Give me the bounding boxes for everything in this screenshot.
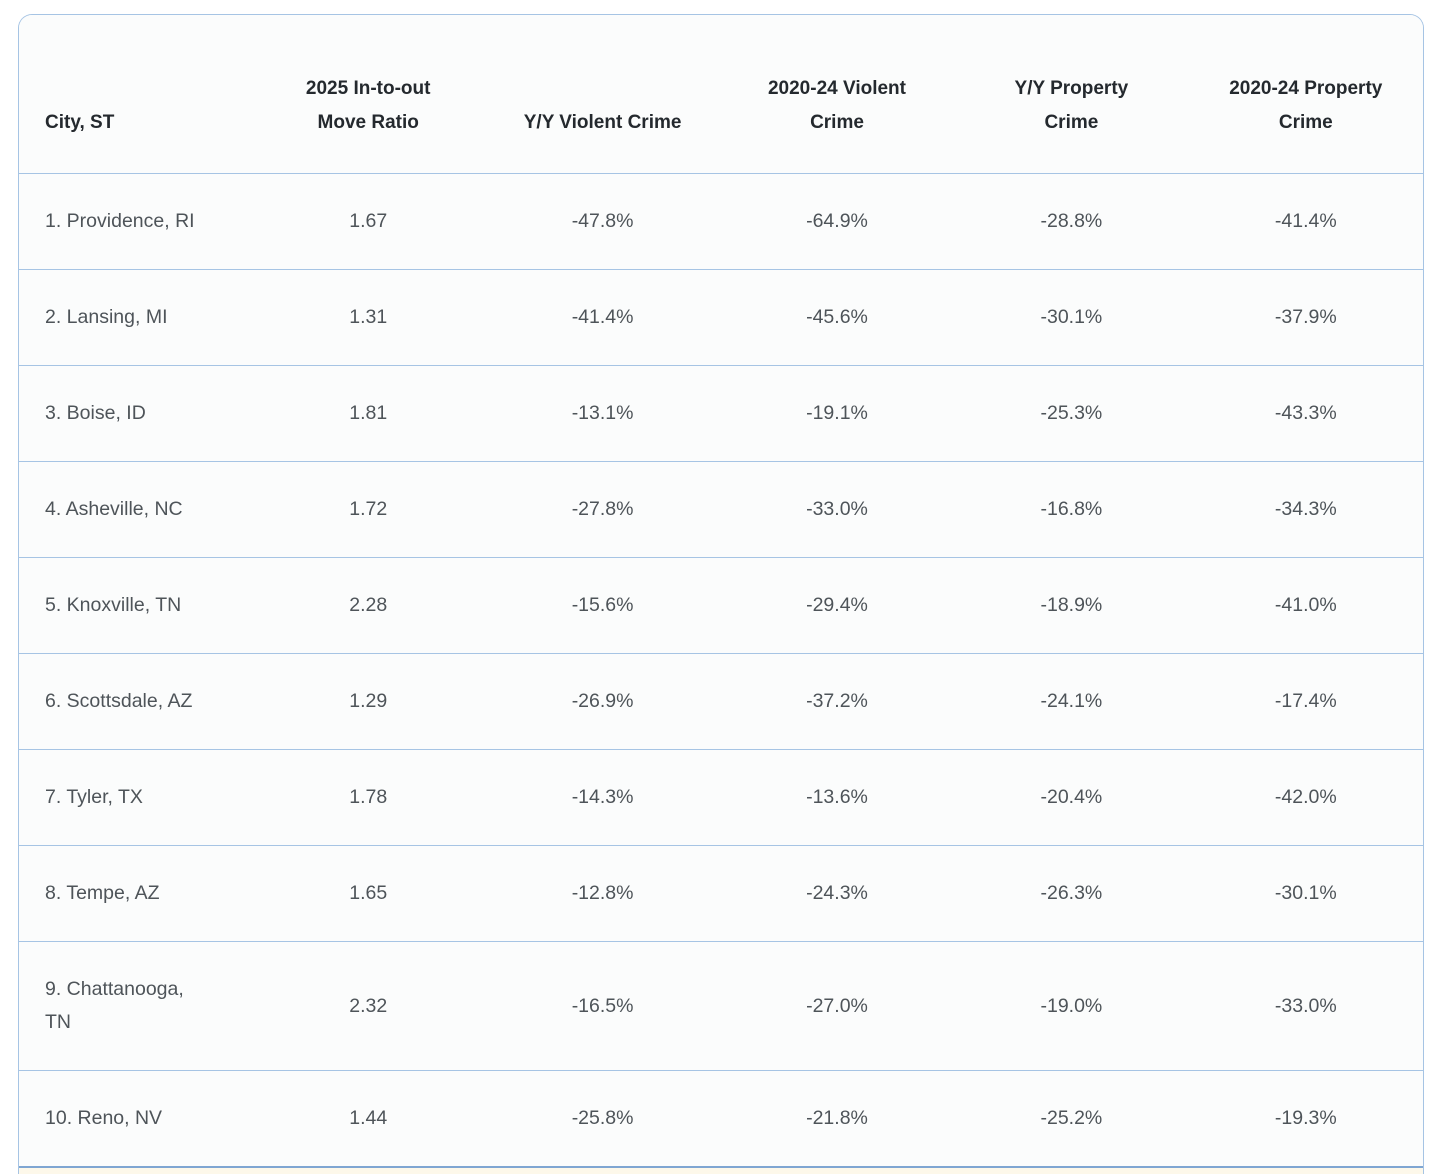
cell-yy-property-crime: -16.8% [1040,498,1103,520]
partial-next-row [19,1166,1423,1174]
cell-2020-24-violent-crime: -24.3% [806,882,868,904]
cell-yy-property-crime: -28.8% [1040,210,1103,232]
table-row: 10. Reno, NV 1.44 -25.8% -21.8% -25.2% -… [19,1070,1423,1166]
cell-2020-24-property-crime: -33.0% [1274,994,1337,1017]
cell-move-ratio: 2.28 [349,594,388,616]
cell-city: 10. Reno, NV [45,1107,163,1129]
column-header-2020-24-violent-crime: 2020-24 Violent Crime [767,78,906,133]
cell-2020-24-property-crime: -30.1% [1274,882,1337,904]
cell-move-ratio: 1.72 [349,498,388,520]
cell-city: 9. Chattanooga, TN [45,978,184,1033]
cell-move-ratio: 1.44 [349,1107,388,1129]
cell-city: 6. Scottsdale, AZ [45,690,193,712]
cell-yy-violent-crime: -16.5% [571,994,634,1017]
cell-move-ratio: 1.31 [349,306,388,328]
cell-2020-24-violent-crime: -29.4% [806,594,868,616]
cell-yy-property-crime: -30.1% [1040,306,1103,328]
cell-move-ratio: 1.29 [349,690,388,712]
column-header-2020-24-property-crime: 2020-24 Property Crime [1229,78,1383,133]
cell-2020-24-property-crime: -37.9% [1274,306,1337,328]
cell-yy-property-crime: -19.0% [1040,994,1103,1017]
cell-yy-violent-crime: -26.9% [571,690,634,712]
table-row: 3. Boise, ID 1.81 -13.1% -19.1% -25.3% -… [19,365,1423,461]
cell-2020-24-property-crime: -34.3% [1274,498,1337,520]
column-header-move-ratio: 2025 In-to-out Move Ratio [305,78,431,133]
cell-2020-24-violent-crime: -19.1% [806,402,868,424]
table-row: 5. Knoxville, TN 2.28 -15.6% -29.4% -18.… [19,557,1423,653]
cell-city: 7. Tyler, TX [45,786,143,808]
table-header-row: City, ST 2025 In-to-out Move Ratio Y/Y V… [19,15,1423,173]
cell-2020-24-property-crime: -42.0% [1274,786,1337,808]
cell-yy-violent-crime: -47.8% [571,210,634,232]
cell-yy-property-crime: -20.4% [1040,786,1103,808]
cell-yy-violent-crime: -12.8% [571,882,634,904]
table-row: 1. Providence, RI 1.67 -47.8% -64.9% -28… [19,173,1423,269]
cell-2020-24-violent-crime: -37.2% [806,690,868,712]
cell-city: 3. Boise, ID [45,402,146,424]
cell-move-ratio: 1.67 [349,210,388,232]
cell-2020-24-violent-crime: -64.9% [806,210,868,232]
cell-move-ratio: 1.65 [349,882,388,904]
cell-2020-24-property-crime: -19.3% [1274,1107,1337,1129]
cell-yy-property-crime: -25.2% [1040,1107,1103,1129]
cell-yy-violent-crime: -27.8% [571,498,634,520]
cell-move-ratio: 2.32 [349,994,388,1017]
cell-move-ratio: 1.78 [349,786,388,808]
cell-2020-24-violent-crime: -27.0% [806,994,868,1017]
cell-yy-property-crime: -24.1% [1040,690,1103,712]
cell-2020-24-property-crime: -43.3% [1274,402,1337,424]
cell-yy-property-crime: -25.3% [1040,402,1103,424]
cell-yy-violent-crime: -13.1% [571,402,634,424]
cell-2020-24-property-crime: -41.4% [1274,210,1337,232]
cell-2020-24-property-crime: -17.4% [1274,690,1337,712]
cell-city: 1. Providence, RI [45,210,195,232]
cell-city: 8. Tempe, AZ [45,882,160,904]
cell-city: 5. Knoxville, TN [45,594,182,616]
cell-yy-violent-crime: -25.8% [571,1107,634,1129]
column-header-city: City, ST [45,112,115,133]
cell-yy-violent-crime: -41.4% [571,306,634,328]
cell-2020-24-property-crime: -41.0% [1274,594,1337,616]
table-row: 7. Tyler, TX 1.78 -14.3% -13.6% -20.4% -… [19,749,1423,845]
cell-yy-violent-crime: -15.6% [571,594,634,616]
cell-city: 4. Asheville, NC [45,498,183,520]
table-row: 6. Scottsdale, AZ 1.29 -26.9% -37.2% -24… [19,653,1423,749]
cell-city: 2. Lansing, MI [45,306,168,328]
cell-yy-property-crime: -26.3% [1040,882,1103,904]
table-row: 8. Tempe, AZ 1.65 -12.8% -24.3% -26.3% -… [19,845,1423,941]
cell-yy-property-crime: -18.9% [1040,594,1103,616]
cell-move-ratio: 1.81 [349,402,388,424]
cell-2020-24-violent-crime: -45.6% [806,306,868,328]
column-header-yy-violent-crime: Y/Y Violent Crime [523,112,682,133]
table-body: 1. Providence, RI 1.67 -47.8% -64.9% -28… [19,173,1423,1166]
table-row: 4. Asheville, NC 1.72 -27.8% -33.0% -16.… [19,461,1423,557]
cell-yy-violent-crime: -14.3% [571,786,634,808]
column-header-yy-property-crime: Y/Y Property Crime [1014,78,1129,133]
cell-2020-24-violent-crime: -13.6% [806,786,868,808]
cell-2020-24-violent-crime: -33.0% [806,498,868,520]
cell-2020-24-violent-crime: -21.8% [806,1107,868,1129]
table-row: 2. Lansing, MI 1.31 -41.4% -45.6% -30.1%… [19,269,1423,365]
crime-stats-table: City, ST 2025 In-to-out Move Ratio Y/Y V… [18,14,1424,1174]
table-row: 9. Chattanooga, TN 2.32 -16.5% -27.0% -1… [19,941,1423,1070]
